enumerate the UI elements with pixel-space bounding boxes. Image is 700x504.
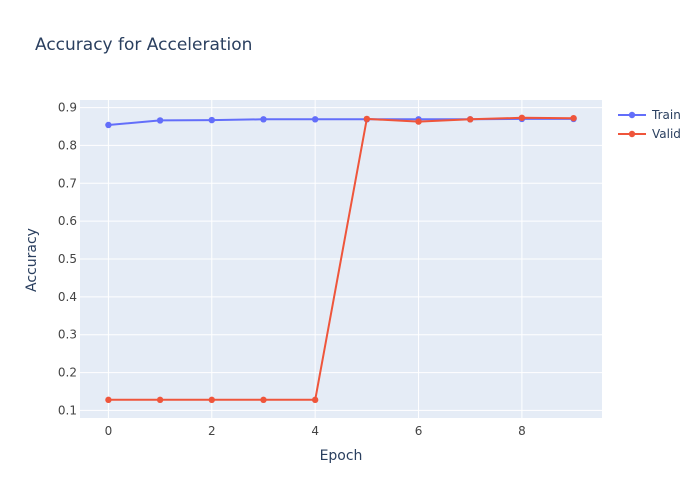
y-tick-label: 0.8 (58, 138, 77, 152)
train-data-point (208, 116, 215, 124)
y-axis-ticks: 0.1 0.2 0.3 0.4 0.5 0.6 0.7 0.8 0.9 (58, 101, 77, 418)
y-axis-label: Accuracy (24, 228, 40, 292)
y-tick-label: 0.9 (58, 101, 77, 115)
valid-data-point (311, 396, 319, 404)
chart-title: Accuracy for Acceleration (35, 35, 252, 55)
y-tick-label: 0.5 (58, 252, 77, 266)
y-tick-label: 0.6 (58, 214, 77, 228)
x-axis-ticks: 0 2 4 6 8 (105, 424, 526, 438)
y-gridlines (80, 107, 602, 411)
valid-data-point (156, 396, 164, 404)
x-tick-label: 8 (518, 424, 526, 438)
series-valid (105, 114, 577, 404)
valid-data-point (260, 396, 267, 404)
x-tick-label: 0 (105, 424, 113, 438)
legend[interactable]: Train Valid (618, 108, 681, 141)
x-tick-label: 2 (208, 424, 216, 438)
valid-data-point (363, 115, 371, 123)
y-tick-label: 0.1 (58, 403, 77, 417)
legend-label-train: Train (651, 108, 681, 122)
x-gridlines (107, 100, 523, 418)
legend-item-valid[interactable]: Valid (618, 127, 681, 141)
y-tick-label: 0.3 (58, 328, 77, 342)
valid-data-point (570, 114, 577, 122)
plot-area (80, 100, 602, 418)
series-layer (105, 114, 577, 404)
train-data-point (311, 116, 319, 123)
legend-item-train[interactable]: Train (618, 108, 681, 122)
valid-data-point (415, 118, 422, 125)
x-tick-label: 6 (415, 424, 423, 438)
train-data-point (260, 116, 267, 123)
y-tick-label: 0.2 (58, 366, 77, 380)
x-axis-label: Epoch (320, 448, 363, 464)
valid-data-point (208, 396, 215, 404)
x-tick-label: 4 (311, 424, 319, 438)
valid-data-point (467, 116, 474, 123)
y-tick-label: 0.7 (58, 176, 77, 190)
valid-data-point (105, 396, 112, 404)
train-data-point (105, 121, 112, 129)
y-tick-label: 0.4 (58, 290, 77, 304)
valid-series-line (108, 116, 574, 401)
legend-marker-train (628, 111, 636, 119)
train-data-point (156, 117, 164, 124)
legend-marker-valid (628, 130, 636, 138)
valid-data-point (518, 114, 526, 121)
legend-label-valid: Valid (652, 127, 681, 141)
